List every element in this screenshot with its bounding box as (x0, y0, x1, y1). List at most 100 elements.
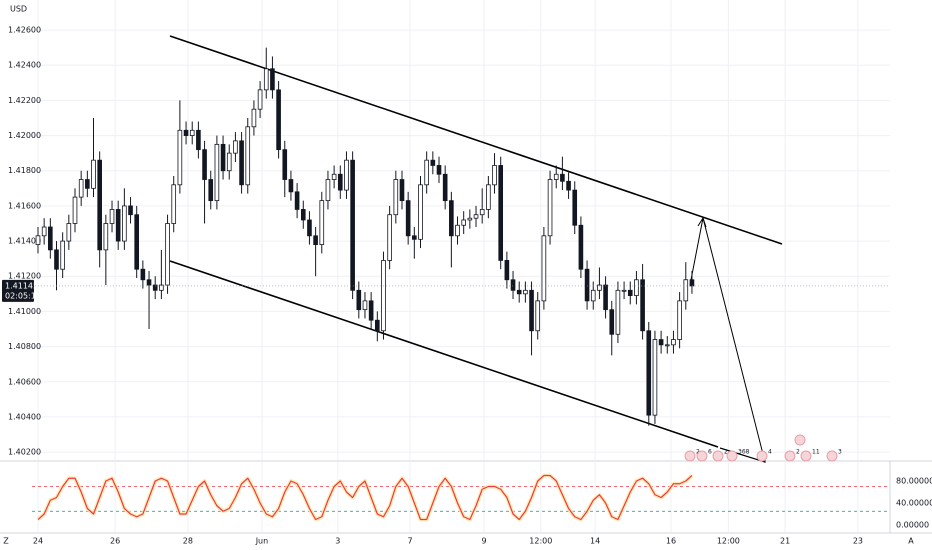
auto-zoom-button[interactable]: Z (3, 537, 9, 546)
y-tick-label: 1.40600 (8, 377, 41, 386)
candle-body (91, 159, 96, 189)
candle-body (313, 235, 318, 245)
event-icon[interactable] (684, 450, 696, 462)
y-tick-label: 1.40200 (8, 448, 41, 457)
candle-body (362, 300, 368, 311)
event-icon[interactable] (712, 450, 724, 462)
candle-body (547, 179, 553, 237)
event-icon[interactable] (696, 450, 708, 462)
x-tick-label: 23 (853, 537, 863, 546)
candle-body (405, 200, 411, 237)
candle-body (66, 223, 72, 242)
candle-body (590, 289, 596, 302)
candle-body (325, 179, 331, 202)
candle-body (276, 89, 281, 151)
candle-body (566, 180, 571, 191)
candle-body (412, 235, 417, 240)
y-tick-label: 1.40800 (8, 342, 41, 351)
candle-body (677, 300, 682, 340)
candle-body (652, 339, 658, 416)
candle-body (128, 205, 133, 216)
event-count: 2 (696, 449, 700, 456)
candle-body (689, 279, 695, 287)
candle-body (578, 224, 584, 270)
candle-body (634, 279, 639, 296)
y-tick-label: 1.42400 (8, 61, 41, 70)
candle-body (72, 196, 78, 224)
candle-body (78, 179, 84, 198)
indicator-line (37, 474, 693, 521)
candle-body (152, 284, 158, 291)
y-tick-label: 1.42200 (8, 96, 41, 105)
arrow-head (697, 216, 707, 228)
candle-body (541, 235, 547, 302)
event-icon[interactable] (784, 450, 796, 462)
candle-body (504, 260, 510, 281)
candle-body (479, 209, 485, 216)
lower-channel-arrow (719, 447, 766, 463)
candle-body (165, 223, 170, 286)
candle-body (294, 191, 300, 210)
candle-body (270, 68, 275, 91)
candle-body (171, 184, 177, 224)
x-tick-label: 9 (481, 537, 486, 546)
candle-body (418, 184, 423, 240)
candle-body (627, 289, 633, 296)
candle-body (671, 339, 676, 346)
candle-body (455, 224, 460, 237)
event-icon[interactable] (756, 450, 768, 462)
candle-body (263, 68, 269, 91)
event-count: 3 (838, 449, 842, 456)
candle-body (467, 217, 473, 221)
event-icon[interactable] (726, 450, 738, 462)
auto-scale-button[interactable]: A (908, 537, 914, 546)
x-tick-label: 3 (335, 537, 340, 546)
candle-body (560, 173, 565, 182)
candle-body (424, 159, 429, 186)
candle-body (159, 284, 164, 291)
candle-body (387, 214, 392, 261)
event-icon[interactable] (800, 450, 812, 462)
event-count: 11 (812, 449, 820, 456)
candle-body (584, 268, 590, 302)
candle-body (572, 189, 578, 226)
y-tick-label: 1.41000 (8, 307, 41, 316)
y-tick-label: 1.42600 (8, 26, 41, 35)
candle-body (239, 140, 244, 186)
y-tick-label: 1.41800 (8, 166, 41, 175)
candle-body (356, 289, 362, 311)
candle-body (621, 289, 627, 292)
indicator-tick-label: 80.00000 (896, 476, 932, 485)
x-tick-label: 14 (590, 537, 600, 546)
x-tick-label: 21 (780, 537, 790, 546)
x-tick-label: 28 (183, 537, 193, 546)
x-tick-label: 24 (33, 537, 43, 546)
candle-body (344, 159, 349, 191)
candle-body (646, 330, 652, 416)
candle-body (196, 129, 201, 151)
candle-body (449, 200, 454, 237)
event-icon[interactable] (826, 450, 838, 462)
candle-body (146, 279, 152, 286)
y-tick-label: 1.41200 (8, 272, 41, 281)
candle-body (498, 165, 504, 261)
candle-body (640, 279, 645, 332)
candle-body (60, 240, 65, 270)
candle-body (54, 249, 59, 270)
candle-body (48, 226, 53, 251)
candle-body (202, 149, 207, 180)
candle-body (208, 179, 214, 202)
y-tick-label: 1.41400 (8, 237, 41, 246)
event-count: 4 (768, 449, 772, 456)
candle-body (399, 179, 405, 202)
candle-body (350, 159, 355, 291)
candle-body (368, 300, 374, 321)
candle-body (615, 289, 621, 335)
x-tick-label: 16 (666, 537, 676, 546)
candle-body (85, 179, 90, 189)
candle-body (134, 214, 140, 270)
candle-body (331, 173, 337, 180)
candle-body (183, 129, 189, 136)
candle-body (214, 143, 220, 202)
